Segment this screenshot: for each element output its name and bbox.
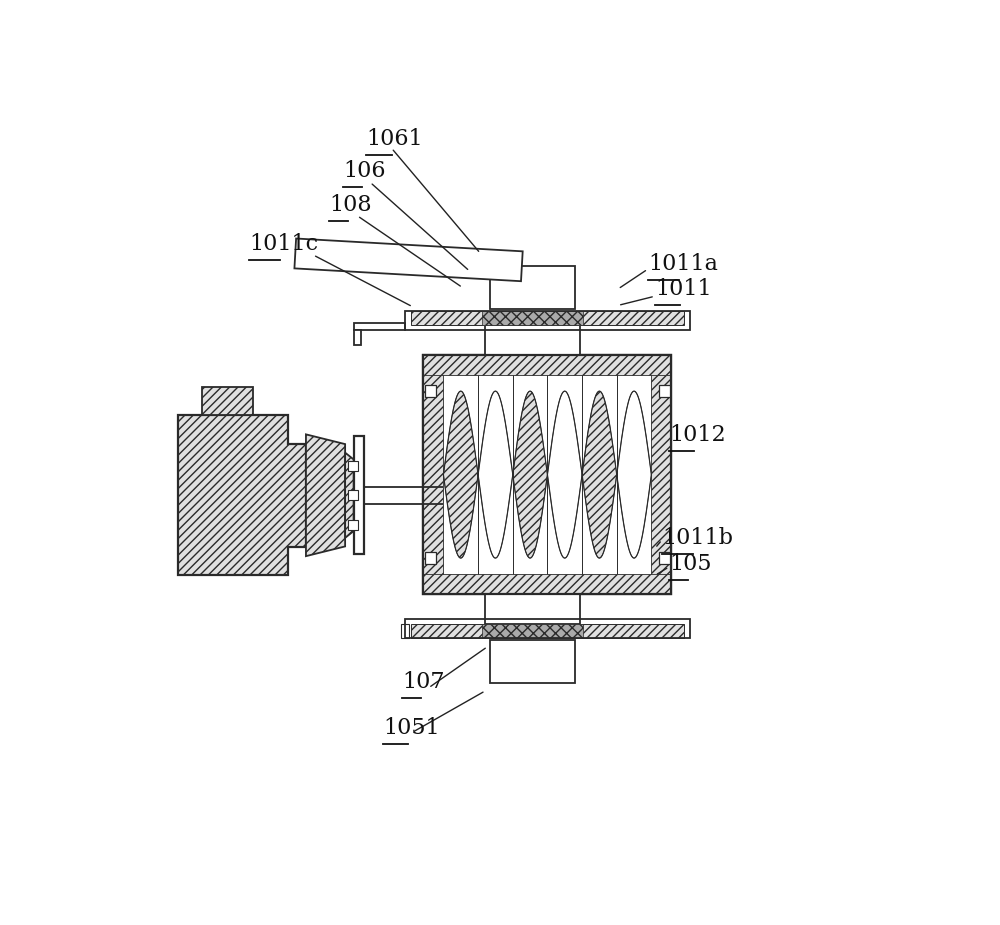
Bar [405,311,690,330]
Text: 1011a: 1011a [648,253,718,275]
Polygon shape [582,391,617,558]
Polygon shape [478,391,513,558]
Text: 105: 105 [669,553,712,575]
Polygon shape [411,311,684,326]
Bar [490,266,575,309]
Polygon shape [423,574,671,594]
Text: 1011c: 1011c [249,233,318,255]
Bar [485,326,580,355]
Text: 1011b: 1011b [662,527,733,549]
Bar [425,386,436,397]
Bar [423,355,671,594]
Text: 1061: 1061 [366,129,423,150]
Polygon shape [548,391,582,558]
Bar [490,640,575,683]
Polygon shape [651,355,671,594]
Polygon shape [617,391,651,558]
Polygon shape [294,239,523,281]
Bar [348,490,358,500]
Bar [405,619,690,638]
Polygon shape [411,623,684,638]
Text: 106: 106 [343,160,385,182]
Bar [348,461,358,471]
Bar [354,330,361,345]
Polygon shape [345,452,354,537]
Polygon shape [482,311,583,326]
Polygon shape [423,355,671,376]
Bar [354,323,405,330]
Bar [485,594,580,623]
Polygon shape [513,391,548,558]
Bar [401,623,409,638]
Polygon shape [354,437,364,554]
Polygon shape [202,387,253,415]
Bar [659,552,670,564]
Bar [348,520,358,530]
Polygon shape [443,391,478,558]
Text: 108: 108 [329,193,372,216]
Polygon shape [306,435,345,556]
Text: 1011: 1011 [655,278,712,300]
Polygon shape [178,415,306,575]
Text: 1012: 1012 [669,424,726,446]
Bar [423,355,671,594]
Text: 1051: 1051 [383,717,439,739]
Polygon shape [482,623,583,638]
Bar [659,386,670,397]
Text: 107: 107 [402,671,445,693]
Polygon shape [423,355,443,594]
Bar [425,552,436,564]
